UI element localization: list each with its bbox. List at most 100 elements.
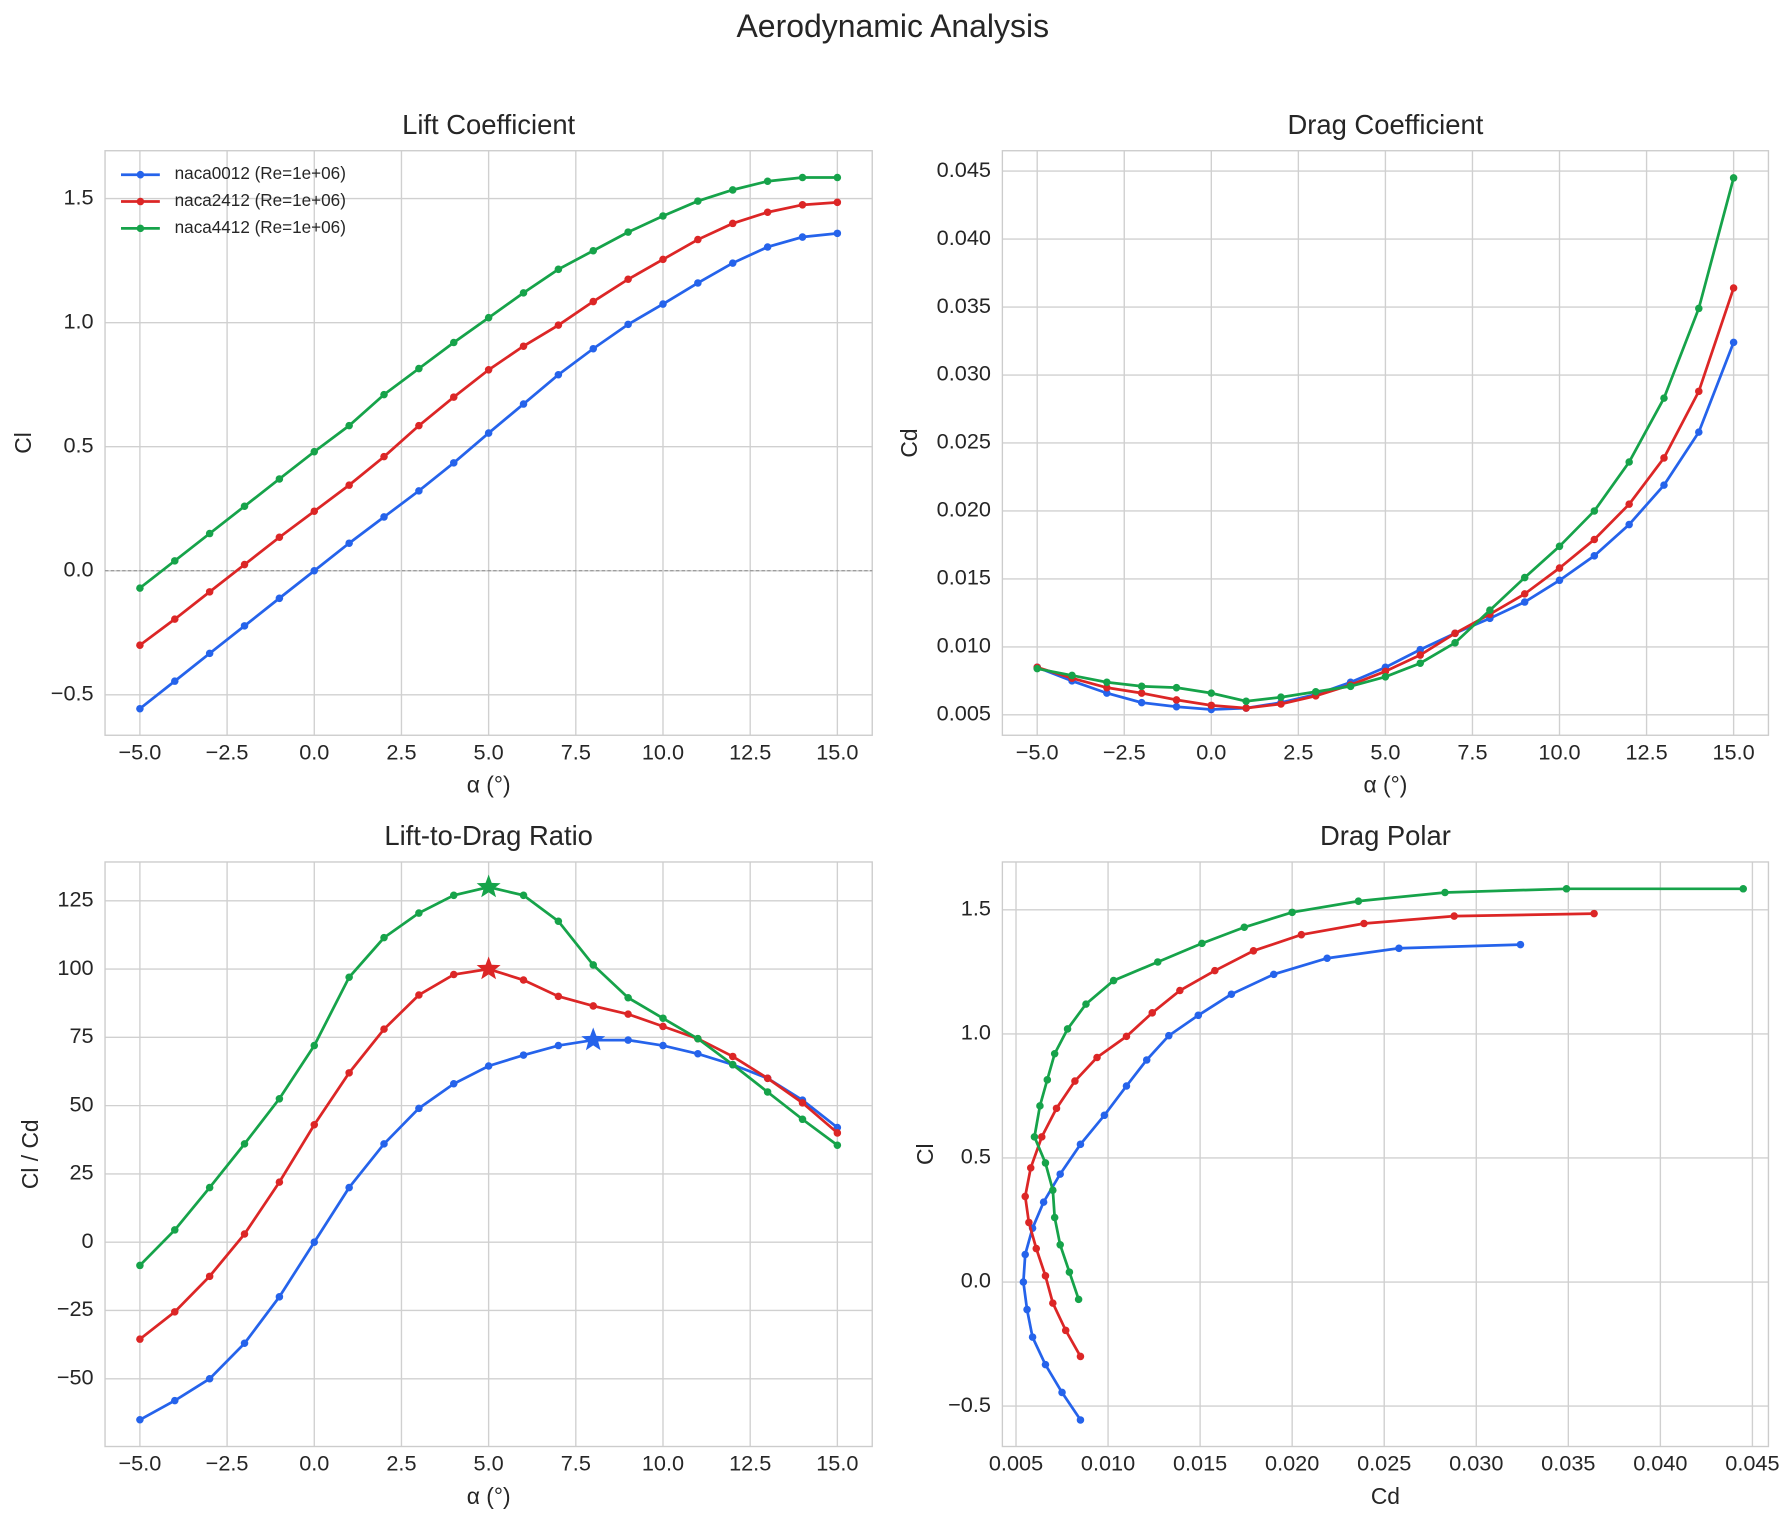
data-point bbox=[380, 390, 388, 399]
data-point bbox=[624, 1036, 632, 1044]
max-marker bbox=[581, 1027, 606, 1051]
data-point bbox=[1625, 458, 1633, 466]
y-tick-label: 0.5 bbox=[961, 1144, 991, 1169]
x-tick-label: −2.5 bbox=[206, 1451, 249, 1476]
x-tick-label: 0.040 bbox=[1633, 1451, 1687, 1476]
data-point bbox=[1590, 507, 1599, 515]
data-point bbox=[728, 219, 737, 228]
x-tick-label: 5.0 bbox=[474, 739, 504, 764]
data-point bbox=[798, 233, 807, 241]
data-point bbox=[484, 366, 493, 374]
data-point bbox=[1165, 1031, 1173, 1040]
data-point bbox=[798, 1099, 807, 1107]
data-point bbox=[763, 1074, 772, 1083]
data-point bbox=[1660, 454, 1668, 462]
data-point bbox=[415, 1104, 423, 1113]
y-tick-label: 0.0 bbox=[961, 1268, 991, 1293]
data-point bbox=[763, 177, 772, 186]
x-tick-label: 0.010 bbox=[1081, 1451, 1135, 1476]
x-tick-label: 0.015 bbox=[1173, 1451, 1227, 1476]
data-point bbox=[694, 235, 702, 244]
figure-title: Aerodynamic Analysis bbox=[736, 8, 1049, 44]
data-point bbox=[554, 265, 563, 274]
data-point bbox=[415, 909, 423, 917]
data-point bbox=[1227, 990, 1236, 998]
x-tick-label: −5.0 bbox=[118, 739, 161, 764]
data-point bbox=[240, 560, 249, 569]
data-point bbox=[659, 1041, 667, 1050]
data-point bbox=[1395, 944, 1403, 953]
data-point bbox=[624, 275, 632, 284]
data-point bbox=[1122, 1032, 1131, 1041]
data-point bbox=[1416, 645, 1425, 654]
data-point bbox=[275, 533, 284, 542]
x-tick-label: 10.0 bbox=[642, 739, 684, 764]
legend-marker bbox=[136, 197, 145, 206]
subplot-title: Drag Coefficient bbox=[1287, 109, 1483, 140]
data-point bbox=[1033, 664, 1041, 673]
data-point bbox=[589, 344, 598, 353]
data-point bbox=[205, 1183, 214, 1192]
data-point bbox=[1172, 683, 1181, 692]
data-point bbox=[345, 481, 353, 489]
data-point bbox=[1729, 338, 1738, 347]
data-point bbox=[1021, 1250, 1029, 1259]
data-point bbox=[1660, 394, 1668, 402]
x-tick-label: 12.5 bbox=[1625, 739, 1667, 764]
data-point bbox=[519, 1051, 528, 1059]
x-tick-label: 7.5 bbox=[561, 1451, 591, 1476]
data-point bbox=[1071, 1077, 1079, 1085]
data-point bbox=[1416, 659, 1425, 667]
data-point bbox=[1049, 1299, 1057, 1307]
data-point bbox=[205, 1272, 214, 1281]
data-point bbox=[171, 1226, 179, 1234]
data-point bbox=[1137, 682, 1146, 691]
data-point bbox=[659, 1022, 667, 1031]
data-point bbox=[519, 891, 528, 900]
data-point bbox=[1207, 689, 1216, 697]
x-tick-label: 15.0 bbox=[1713, 739, 1755, 764]
data-point bbox=[798, 201, 807, 209]
data-point bbox=[1172, 696, 1181, 704]
data-point bbox=[1520, 573, 1529, 582]
y-tick-label: 50 bbox=[69, 1091, 93, 1116]
data-point bbox=[1695, 304, 1703, 313]
data-point bbox=[1137, 698, 1146, 707]
data-point bbox=[728, 1052, 737, 1061]
data-point bbox=[449, 338, 458, 347]
data-point bbox=[1441, 888, 1449, 897]
x-tick-label: 5.0 bbox=[474, 1451, 504, 1476]
data-point bbox=[380, 513, 388, 521]
data-point bbox=[1050, 1213, 1059, 1222]
data-point bbox=[1242, 697, 1250, 706]
data-point bbox=[1625, 500, 1633, 508]
data-point bbox=[136, 1415, 144, 1424]
data-point bbox=[449, 459, 458, 467]
data-point bbox=[1269, 970, 1278, 979]
data-point bbox=[694, 1049, 702, 1058]
data-point bbox=[624, 320, 632, 329]
data-point bbox=[1041, 1360, 1050, 1369]
data-point bbox=[728, 259, 737, 267]
data-point bbox=[519, 342, 528, 350]
data-point bbox=[1288, 908, 1296, 917]
data-point bbox=[1729, 284, 1738, 292]
data-point bbox=[345, 973, 353, 982]
y-tick-label: 0.025 bbox=[937, 429, 991, 454]
data-point bbox=[310, 566, 319, 575]
data-point bbox=[171, 1396, 179, 1405]
data-point bbox=[1354, 897, 1363, 905]
plot-frame bbox=[1001, 861, 1770, 1448]
data-point bbox=[1041, 1272, 1050, 1280]
y-tick-label: 0.035 bbox=[937, 293, 991, 318]
x-tick-label: 0.0 bbox=[299, 1451, 329, 1476]
data-point bbox=[659, 255, 667, 264]
data-point bbox=[1729, 174, 1738, 182]
data-point bbox=[1103, 678, 1111, 687]
data-point bbox=[1063, 1025, 1072, 1033]
data-point bbox=[1198, 939, 1206, 948]
data-point bbox=[1381, 667, 1390, 676]
x-axis-label: Cd bbox=[1371, 1483, 1400, 1509]
